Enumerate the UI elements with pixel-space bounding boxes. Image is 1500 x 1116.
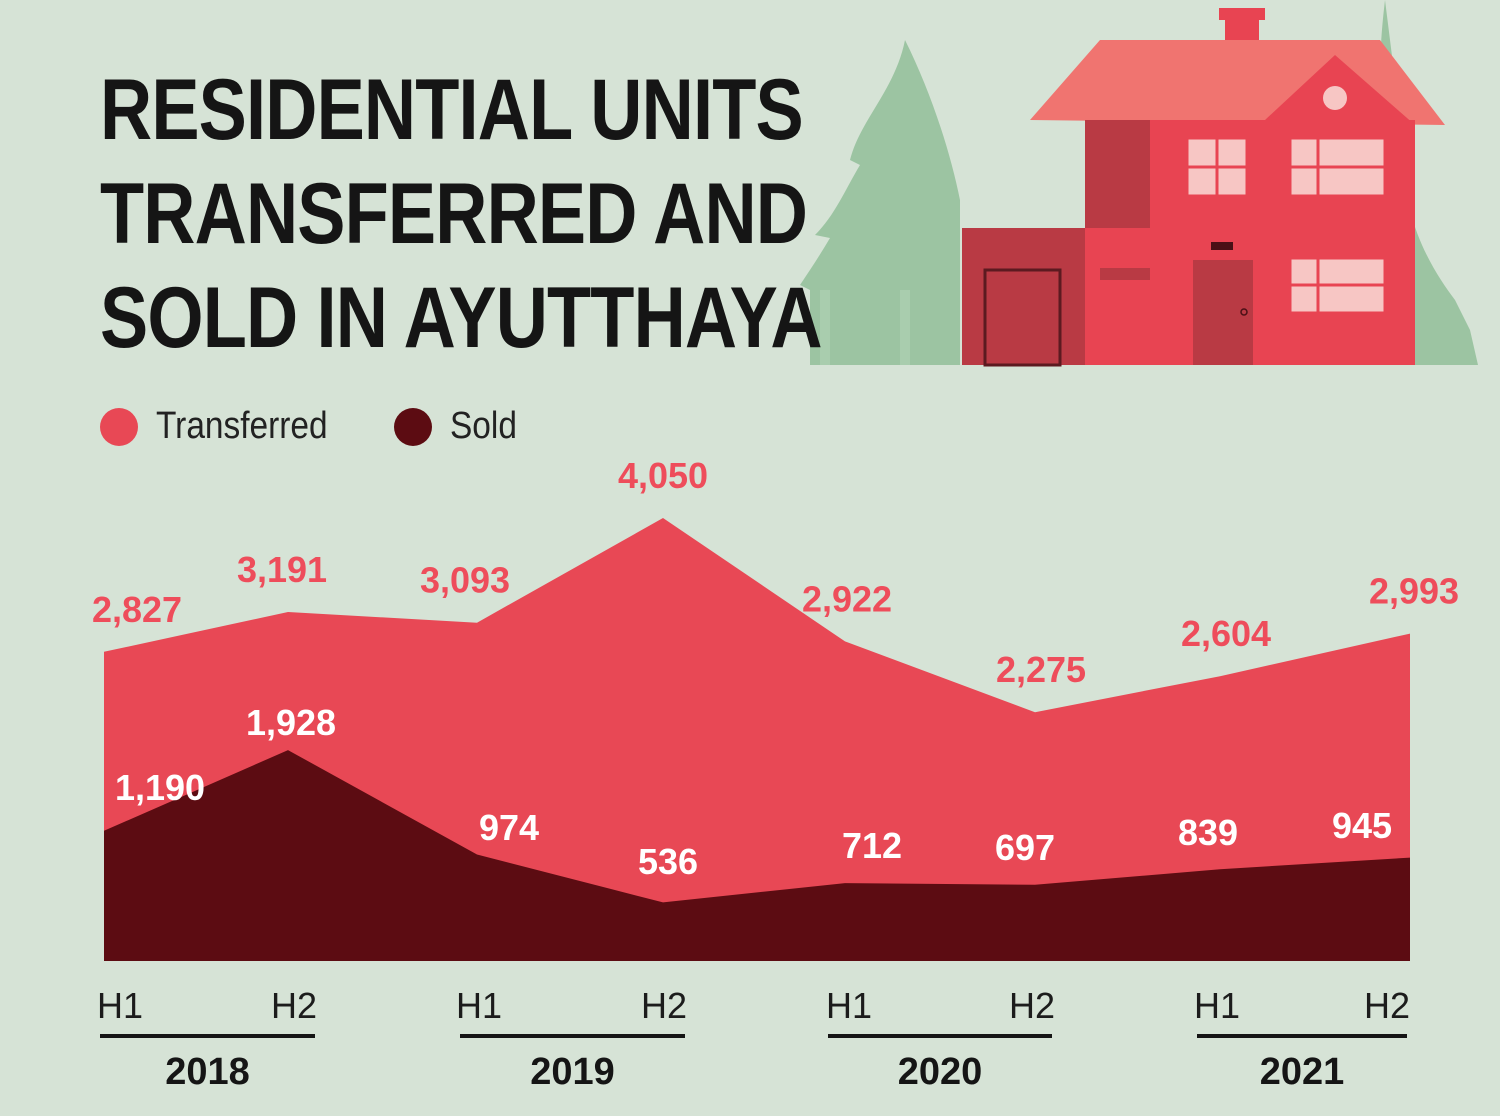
year-group-label: 2018 (165, 1051, 250, 1093)
legend-label-transferred: Transferred (156, 405, 328, 447)
legend-swatch-transferred (100, 407, 138, 446)
transferred-value-label: 2,604 (1181, 613, 1271, 654)
transferred-value-label: 2,922 (802, 578, 892, 619)
sold-value-label: 974 (479, 807, 539, 848)
year-group-underline (1197, 1034, 1407, 1038)
legend-item-sold: Sold (394, 405, 526, 448)
chart-title: RESIDENTIAL UNITS TRANSFERRED AND SOLD I… (100, 58, 823, 370)
sold-value-label: 697 (995, 827, 1055, 868)
year-group-underline (460, 1034, 685, 1038)
sold-value-label: 945 (1332, 805, 1392, 846)
house-body (962, 8, 1445, 367)
legend-item-transferred: Transferred (100, 405, 351, 448)
house-illustration (800, 0, 1478, 367)
title-line-1: RESIDENTIAL UNITS (100, 62, 804, 158)
legend-swatch-sold (394, 407, 432, 446)
sold-value-label: 712 (842, 825, 902, 866)
x-tick-label: H1 (826, 985, 872, 1026)
x-tick-label: H2 (641, 985, 687, 1026)
title-line-3: SOLD IN AYUTTHAYA (100, 270, 823, 366)
year-group-underline (100, 1034, 315, 1038)
transferred-value-label: 3,093 (420, 560, 510, 601)
sold-value-label: 839 (1178, 812, 1238, 853)
x-tick-label: H1 (456, 985, 502, 1026)
x-tick-label: H1 (1194, 985, 1240, 1026)
year-group-label: 2021 (1260, 1051, 1345, 1093)
sold-value-label: 536 (638, 841, 698, 882)
transferred-value-label: 2,993 (1369, 571, 1459, 612)
sold-value-label: 1,928 (246, 702, 336, 743)
sold-area (104, 750, 1410, 961)
x-tick-label: H2 (1009, 985, 1055, 1026)
year-group-label: 2019 (530, 1051, 615, 1093)
transferred-value-label: 3,191 (237, 549, 327, 590)
title-line-2: TRANSFERRED AND (100, 166, 808, 262)
year-group-label: 2020 (898, 1051, 983, 1093)
legend-label-sold: Sold (450, 405, 517, 447)
transferred-value-label: 2,275 (996, 649, 1086, 690)
x-tick-label: H2 (1364, 985, 1410, 1026)
year-group-underline (828, 1034, 1052, 1038)
transferred-value-label: 2,827 (92, 589, 182, 630)
transferred-value-label: 4,050 (618, 455, 708, 496)
tree-silhouettes (800, 0, 1478, 365)
x-tick-label: H1 (97, 985, 143, 1026)
x-tick-label: H2 (271, 985, 317, 1026)
sold-value-label: 1,190 (115, 767, 205, 808)
